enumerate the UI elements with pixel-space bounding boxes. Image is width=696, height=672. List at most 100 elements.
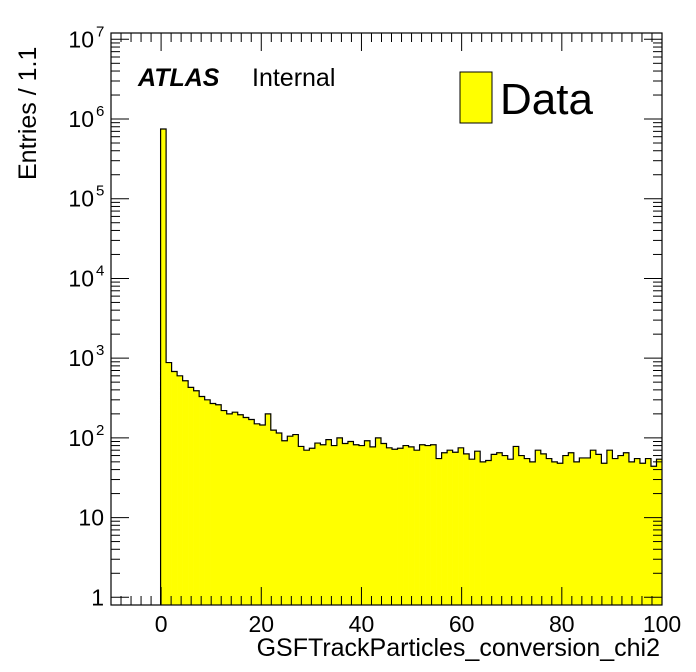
histogram-bar [221, 410, 228, 605]
histogram-bar [485, 460, 492, 605]
histogram-bar [309, 448, 316, 605]
y-tick-exponent: 4 [96, 262, 104, 279]
histogram-bar [314, 443, 321, 605]
histogram-bar [628, 461, 635, 605]
plot-frame-group [110, 32, 663, 606]
histogram-bar [463, 453, 470, 605]
histogram-bar [452, 452, 459, 605]
histogram-bar [380, 443, 387, 605]
histogram-bar [645, 458, 652, 605]
histogram-bar [375, 437, 382, 605]
histogram-bar [502, 455, 509, 605]
internal-label: Internal [252, 64, 335, 92]
histogram-bar [403, 445, 409, 605]
histogram-bar [298, 446, 305, 605]
histogram-bar [480, 461, 486, 605]
histogram-bar [265, 413, 272, 605]
y-tick-exponent: 3 [96, 342, 104, 359]
histogram-bar [364, 440, 371, 605]
histogram-bar [171, 371, 178, 605]
histogram-bar [303, 450, 310, 605]
histogram-bar [601, 463, 608, 605]
histogram-bar [193, 390, 200, 605]
histogram-bar [166, 362, 172, 605]
x-tick-label: 100 [643, 611, 681, 637]
histogram-bar [414, 450, 420, 605]
histogram-bar [458, 447, 464, 605]
histogram-bar [358, 445, 365, 605]
y-tick-label: 10 [68, 106, 94, 132]
histogram-bar [546, 458, 553, 605]
histogram-bar [392, 449, 398, 605]
histogram-bar [518, 455, 525, 605]
y-axis-title: Entries / 1.1 [14, 47, 42, 180]
histogram-bars [160, 128, 663, 605]
histogram-bar [474, 451, 481, 605]
histogram-bar [369, 446, 376, 605]
histogram-bar [513, 446, 520, 605]
y-tick-label: 10 [78, 505, 104, 531]
histogram-bar [182, 380, 189, 605]
legend-entry-data: Data [500, 75, 593, 124]
histogram-bar [617, 455, 624, 605]
histogram-bar [529, 461, 536, 605]
x-axis-title: GSFTrackParticles_conversion_chi2 [257, 634, 660, 662]
histogram-bar [347, 441, 354, 605]
histogram-outline [159, 128, 662, 605]
histogram-bar [535, 450, 542, 605]
histogram-bar [353, 444, 360, 605]
histogram-bar [562, 455, 569, 605]
histogram-bar [496, 452, 503, 605]
x-tick-label: 20 [248, 611, 274, 637]
y-tick-exponent: 7 [96, 23, 104, 40]
histogram-bar [160, 128, 167, 605]
histogram-bar [215, 404, 222, 605]
x-tick-label: 80 [549, 611, 575, 637]
histogram-bar [507, 459, 514, 605]
histogram-bar [342, 443, 349, 605]
histogram-bar [199, 396, 205, 605]
histogram-bar [259, 424, 266, 605]
histogram-bar [270, 430, 277, 605]
histogram-bar [320, 444, 327, 605]
histogram-bar [491, 454, 497, 605]
histogram-bar [419, 444, 426, 605]
histogram-bar [237, 414, 244, 605]
histogram-bar [579, 457, 586, 605]
histogram-bar [292, 434, 299, 605]
legend: Data [459, 71, 593, 124]
histogram-bar [447, 450, 453, 605]
histogram-bar [469, 459, 475, 605]
histogram-bar [639, 463, 646, 605]
histogram-bar [177, 375, 183, 605]
histogram-bar [540, 453, 547, 605]
histogram-bar [254, 423, 261, 605]
y-tick-label: 10 [68, 26, 94, 52]
histogram-bar [243, 417, 250, 605]
atlas-label: ATLAS [137, 64, 220, 92]
histogram-bar [436, 458, 442, 605]
histogram-bar [248, 419, 255, 605]
legend-swatch [459, 71, 493, 124]
histogram-bar [573, 461, 580, 605]
histogram-bar [397, 448, 404, 605]
histogram-bar [408, 446, 415, 605]
histogram-bar [325, 439, 332, 605]
histogram-bar [568, 452, 575, 605]
histogram-bar [634, 458, 641, 605]
histogram-bar [656, 459, 663, 605]
histogram-bar [606, 450, 613, 605]
histogram-bar [287, 436, 294, 605]
plot-frame [110, 32, 663, 606]
y-tick-label: 1 [91, 584, 104, 610]
x-tick-label: 60 [449, 611, 475, 637]
histogram-bar [612, 458, 619, 605]
x-tick-label: 0 [155, 611, 168, 637]
histogram-bar [188, 387, 194, 605]
y-tick-exponent: 5 [96, 183, 104, 200]
histogram-bar [425, 445, 431, 605]
histogram-bar [336, 437, 343, 605]
histogram-bar [331, 445, 338, 605]
